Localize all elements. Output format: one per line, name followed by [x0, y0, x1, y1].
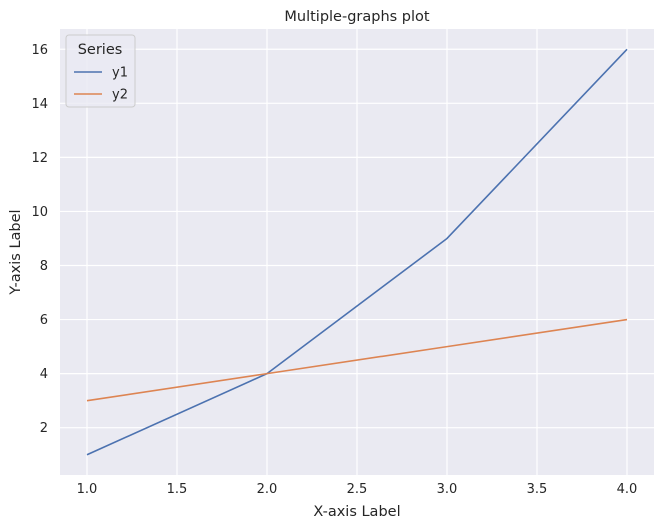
chart-title: Multiple-graphs plot	[284, 9, 430, 25]
y-tick-label: 2	[40, 421, 48, 436]
y-tick-label: 10	[31, 205, 48, 220]
y-tick-label: 8	[40, 259, 48, 274]
y-tick-label: 6	[40, 313, 48, 328]
y-tick-label: 12	[31, 151, 48, 166]
y-tick-label: 16	[31, 43, 48, 58]
y-tick-label: 4	[40, 367, 48, 382]
y-tick-labels: 2 4 6 8 10 12 14 16	[31, 43, 48, 436]
x-tick-label: 3.5	[527, 482, 548, 497]
x-tick-labels: 1.0 1.5 2.0 2.5 3.0 3.5 4.0	[77, 482, 638, 497]
x-axis-label: X-axis Label	[313, 504, 400, 520]
series-line-y1	[86, 48, 628, 456]
x-tick-label: 3.0	[437, 482, 458, 497]
x-tick-label: 1.0	[77, 482, 98, 497]
legend-label-y1: y1	[112, 66, 128, 81]
y-tick-label: 14	[31, 97, 48, 112]
series-line-y2	[86, 318, 628, 402]
x-tick-label: 4.0	[617, 482, 638, 497]
legend-box	[65, 34, 136, 108]
legend-label-y2: y2	[112, 88, 128, 103]
y-axis-label: Y-axis Label	[8, 209, 24, 295]
grid-lines	[60, 29, 654, 475]
series-lines	[86, 48, 628, 456]
x-tick-label: 1.5	[167, 482, 188, 497]
legend: Series y1 y2	[65, 34, 136, 108]
x-tick-label: 2.0	[257, 482, 278, 497]
x-tick-label: 2.5	[347, 482, 368, 497]
legend-title: Series	[78, 42, 123, 58]
